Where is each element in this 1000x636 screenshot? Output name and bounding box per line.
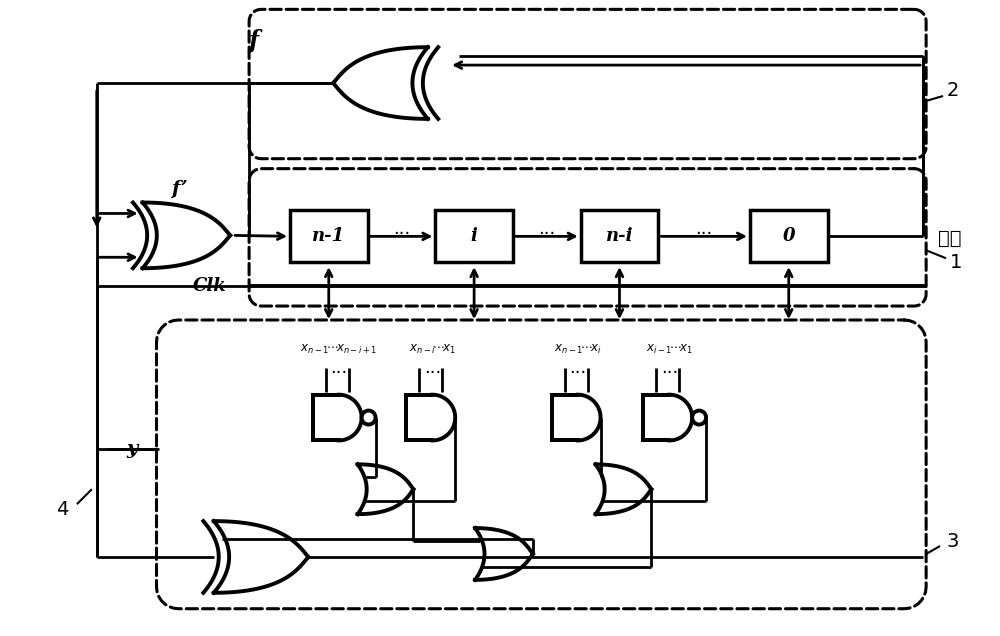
Text: y: y — [126, 440, 137, 459]
Text: 2: 2 — [947, 81, 959, 100]
Text: f’: f’ — [171, 179, 188, 198]
Circle shape — [692, 411, 706, 425]
Bar — [581, 211, 658, 262]
Text: ···: ··· — [661, 364, 678, 382]
Text: 3: 3 — [947, 532, 959, 551]
Text: f: f — [248, 29, 258, 53]
Polygon shape — [214, 521, 308, 593]
Text: $x_{n-i}\!\cdots\! x_1$: $x_{n-i}\!\cdots\! x_1$ — [409, 343, 456, 356]
Text: 1: 1 — [950, 252, 962, 272]
Text: 0: 0 — [782, 227, 795, 245]
Polygon shape — [475, 528, 533, 580]
Bar — [290, 211, 368, 262]
Text: $x_{i-1}\!\cdots\! x_1$: $x_{i-1}\!\cdots\! x_1$ — [646, 343, 693, 356]
Text: ···: ··· — [424, 364, 441, 382]
Bar — [435, 211, 513, 262]
Text: n-1: n-1 — [312, 227, 345, 245]
Text: ···: ··· — [393, 225, 410, 244]
Text: ···: ··· — [538, 225, 555, 244]
Text: ···: ··· — [695, 225, 713, 244]
Text: i: i — [471, 227, 478, 245]
Polygon shape — [596, 464, 651, 514]
Polygon shape — [313, 395, 362, 441]
Polygon shape — [333, 47, 428, 119]
Circle shape — [362, 411, 376, 425]
Text: $x_{n-1}\!\cdots\! x_i$: $x_{n-1}\!\cdots\! x_i$ — [554, 343, 601, 356]
Polygon shape — [643, 395, 692, 441]
Bar — [750, 211, 828, 262]
Polygon shape — [406, 395, 455, 441]
Polygon shape — [143, 202, 230, 268]
Text: n-i: n-i — [606, 227, 633, 245]
Text: 4: 4 — [56, 500, 68, 519]
Polygon shape — [552, 395, 601, 441]
Text: 输出: 输出 — [938, 229, 962, 248]
Polygon shape — [358, 464, 413, 514]
Text: $x_{n-1}\!\cdots\! x_{n-i+1}$: $x_{n-1}\!\cdots\! x_{n-i+1}$ — [300, 343, 377, 356]
Text: ···: ··· — [569, 364, 586, 382]
Text: Clk: Clk — [192, 277, 226, 295]
Text: ···: ··· — [330, 364, 347, 382]
